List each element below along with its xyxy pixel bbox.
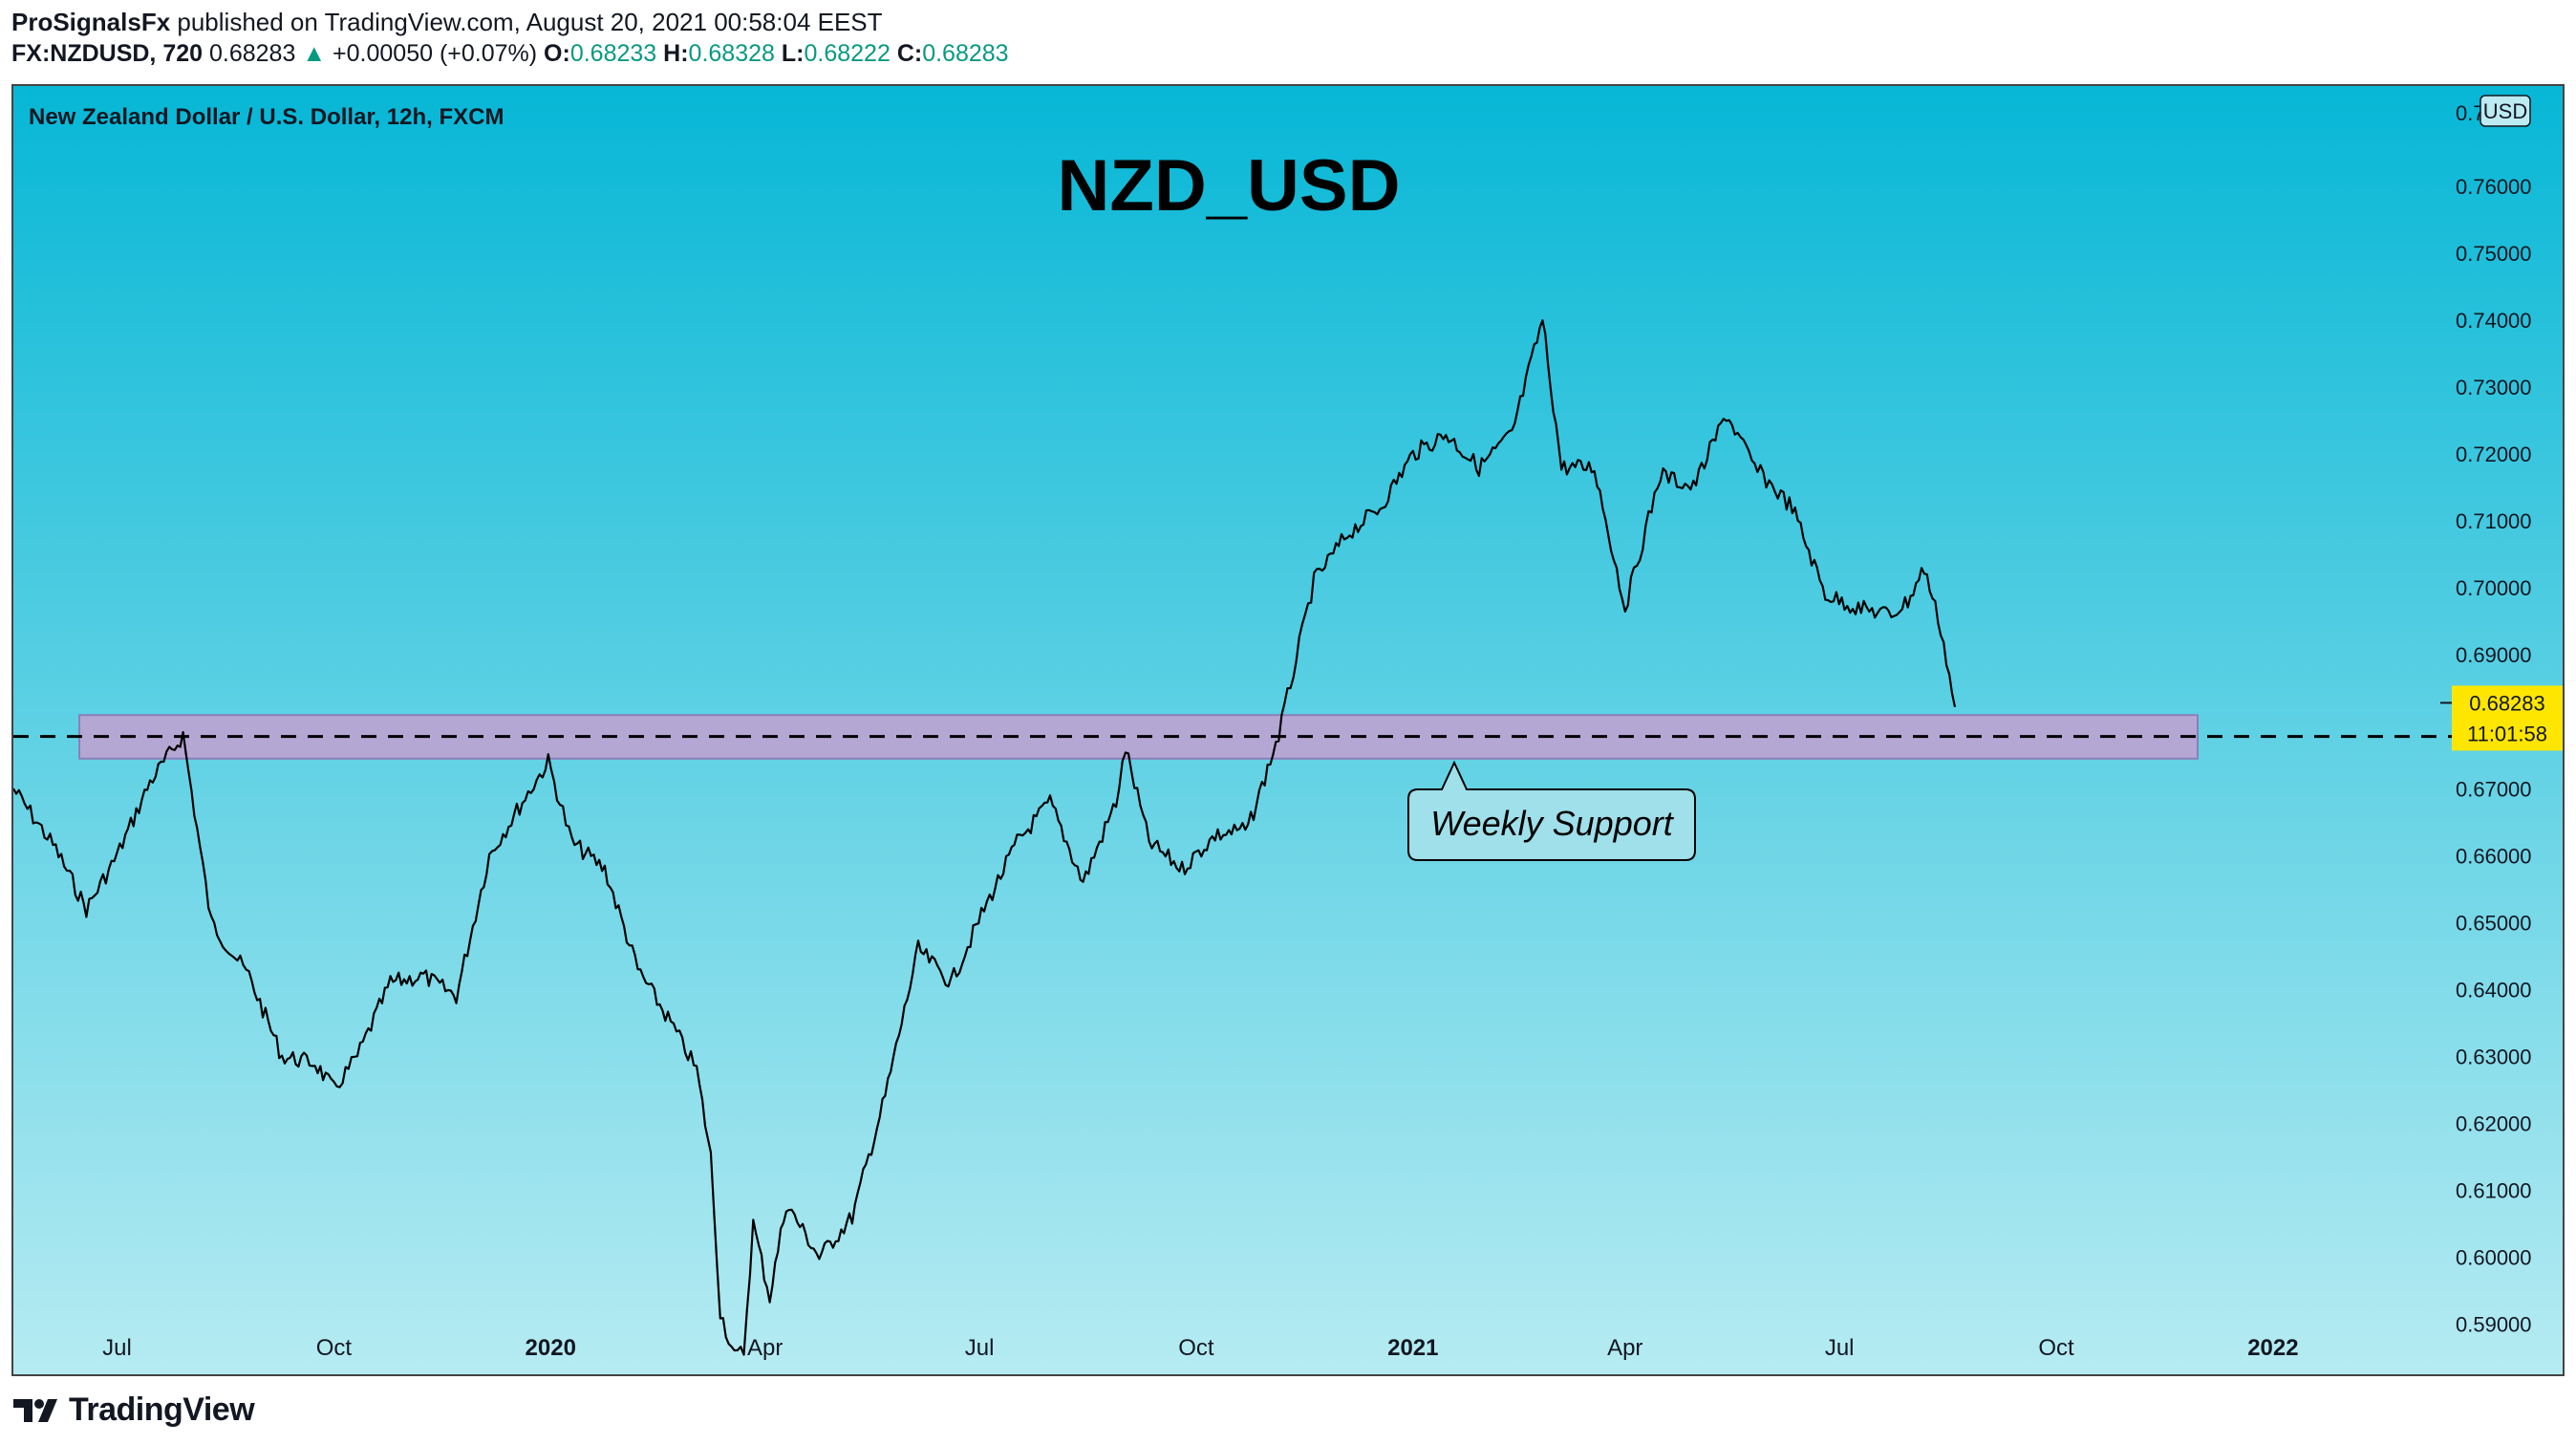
close-value: 0.68283 [922, 40, 1009, 67]
currency-badge[interactable]: 0.7 USD [2456, 95, 2531, 127]
chart-pane[interactable]: New Zealand Dollar / U.S. Dollar, 12h, F… [11, 84, 2565, 1376]
y-tick-label: 0.74000 [2456, 309, 2532, 333]
y-tick-label: 0.72000 [2456, 442, 2532, 466]
x-tick-label: Apr [1607, 1335, 1642, 1361]
y-tick-label: 0.66000 [2456, 844, 2532, 868]
y-tick-label: 0.60000 [2456, 1245, 2532, 1269]
price-series-line [13, 319, 1957, 1356]
last-value: 0.68283 [209, 40, 296, 67]
callout-label: Weekly Support [1430, 804, 1674, 843]
currency-badge-box [2479, 95, 2531, 127]
high-value: 0.68328 [688, 40, 775, 67]
publish-text: published on TradingView.com, August 20,… [177, 8, 883, 36]
publish-info: ProSignalsFx published on TradingView.co… [11, 8, 883, 37]
y-tick-label: 0.63000 [2456, 1045, 2532, 1068]
low-label: L: [781, 40, 805, 67]
weekly-support-callout[interactable]: Weekly Support [1407, 760, 1696, 861]
up-arrow-icon: ▲ [302, 40, 327, 67]
high-label: H: [663, 40, 689, 67]
x-tick-label: Jul [102, 1335, 132, 1361]
y-tick-label: 0.73000 [2456, 376, 2532, 399]
x-tick-label: Oct [1178, 1335, 1214, 1361]
y-tick-label: 0.75000 [2456, 242, 2532, 266]
x-tick-label: 2022 [2247, 1335, 2298, 1361]
y-tick-label: 0.76000 [2456, 175, 2532, 199]
x-tick-label: 2020 [526, 1335, 576, 1361]
x-tick-label: Oct [2038, 1335, 2074, 1361]
change-value: +0.00050 (+0.07%) [333, 40, 538, 67]
y-tick-label: 0.59000 [2456, 1312, 2532, 1336]
y-tick-label: 0.61000 [2456, 1178, 2532, 1202]
bar-countdown-label: 11:01:58 [2467, 722, 2547, 745]
author-name[interactable]: ProSignalsFx [11, 8, 171, 36]
x-tick-label: Jul [1825, 1335, 1855, 1361]
last-price-tag [2452, 685, 2563, 751]
y-tick-label: 0.67000 [2456, 777, 2532, 801]
tradingview-logo-icon [13, 1398, 57, 1422]
currency-badge-label: USD [2483, 99, 2527, 123]
tradingview-footer[interactable]: TradingView [11, 1391, 255, 1429]
low-value: 0.68222 [804, 40, 891, 67]
callout-box [1407, 760, 1696, 861]
y-tick-label: 0.71000 [2456, 509, 2532, 533]
y-tick-label: 0.70000 [2456, 576, 2532, 600]
ohlc-legend: FX:NZDUSD, 720 0.68283 ▲ +0.00050 (+0.07… [11, 40, 1009, 68]
x-tick-label: Jul [965, 1335, 995, 1361]
y-tick-label: 0.69000 [2456, 643, 2532, 667]
close-label: C: [896, 40, 923, 67]
last-price-label: 0.68283 [2469, 691, 2545, 715]
open-value: 0.68233 [569, 40, 657, 67]
y-tick-label: 0.64000 [2456, 978, 2532, 1002]
chart-title: NZD_USD [1058, 145, 1401, 226]
x-tick-label: Oct [316, 1335, 353, 1361]
x-tick-label: 2021 [1387, 1335, 1438, 1361]
x-tick-label: Apr [747, 1335, 783, 1361]
tradingview-brand: TradingView [69, 1391, 255, 1428]
price-chart[interactable]: New Zealand Dollar / U.S. Dollar, 12h, F… [13, 86, 2563, 1374]
instrument-label: New Zealand Dollar / U.S. Dollar, 12h, F… [29, 104, 504, 130]
symbol-label: FX:NZDUSD, 720 [11, 40, 204, 67]
y-tick-label: 0.65000 [2456, 911, 2532, 935]
y-tick-label: 0.62000 [2456, 1111, 2532, 1135]
open-label: O: [544, 40, 570, 67]
